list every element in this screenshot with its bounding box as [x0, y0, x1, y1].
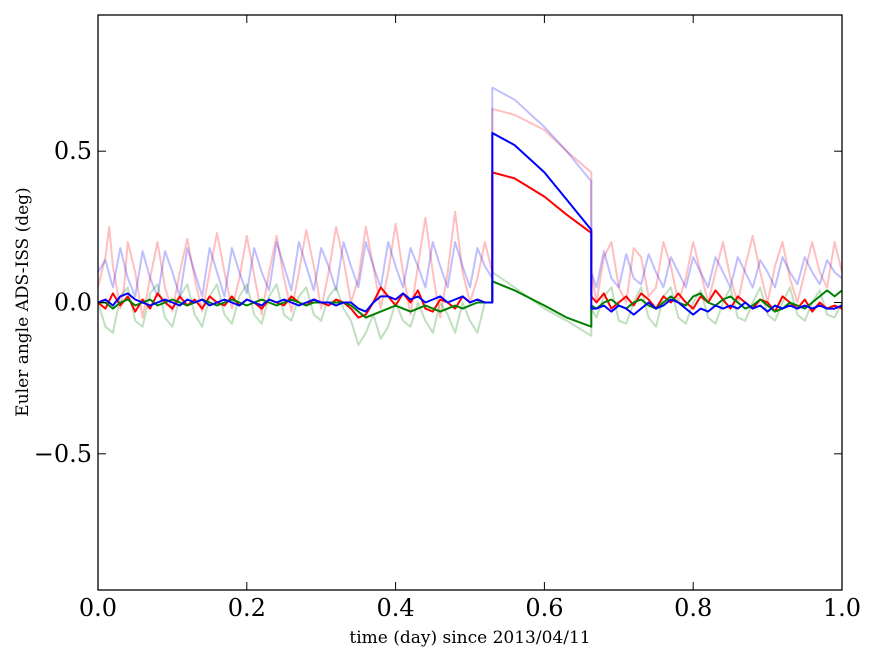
y-tick-label: 0.0 [54, 289, 92, 317]
x-tick-label: 0.6 [525, 594, 563, 622]
series-line-1 [97, 86, 843, 298]
y-axis-title: Euler angle ADS-ISS (deg) [13, 187, 33, 416]
x-tick-label: 0.0 [79, 594, 117, 622]
series-line-5 [97, 132, 843, 316]
y-tick-label: −0.5 [34, 440, 92, 468]
x-tick-label: 1.0 [823, 594, 861, 622]
y-tick-label: 0.5 [54, 137, 92, 165]
x-tick-label: 0.4 [377, 594, 415, 622]
x-tick-label: 0.2 [228, 594, 266, 622]
x-axis-title: time (day) since 2013/04/11 [349, 628, 590, 648]
series-line-3 [97, 171, 843, 319]
series-line-2 [97, 271, 843, 346]
series-layer [97, 86, 843, 346]
x-tick-label: 0.8 [674, 594, 712, 622]
tick-layer: 0.0 0.2 0.4 0.6 0.8 1.0 0.5 0.0 −0.5 [34, 15, 861, 622]
